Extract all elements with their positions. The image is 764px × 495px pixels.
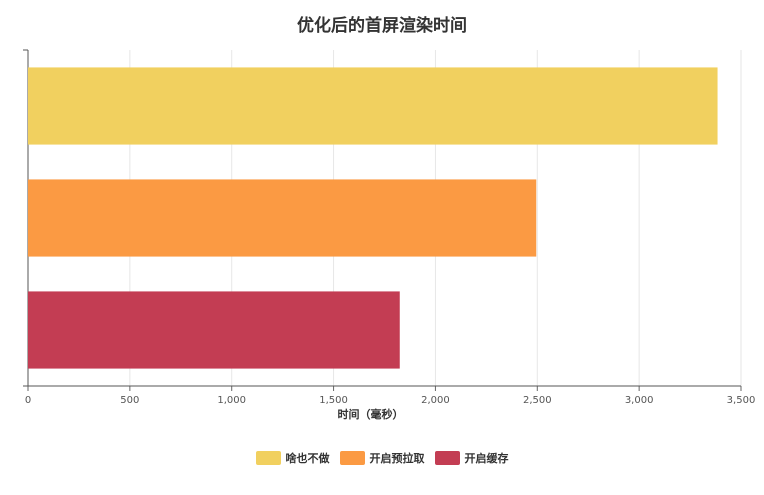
legend-label: 开启缓存 xyxy=(464,452,509,465)
bar xyxy=(28,291,400,369)
legend-item[interactable]: 啥也不做 xyxy=(255,450,330,466)
bar xyxy=(28,67,718,145)
legend: 啥也不做 开启预拉取 开启缓存 xyxy=(0,450,764,466)
chart-title: 优化后的首屏渲染时间 xyxy=(297,16,467,36)
legend-item[interactable]: 开启缓存 xyxy=(434,450,509,466)
x-tick-label: 500 xyxy=(120,395,139,406)
x-tick-label: 1,500 xyxy=(319,395,348,406)
legend-swatch xyxy=(339,451,365,465)
legend-label: 啥也不做 xyxy=(285,452,330,465)
x-axis-title: 时间（毫秒） xyxy=(338,407,404,421)
x-tick-label: 2,500 xyxy=(523,395,552,406)
x-tick-label: 1,000 xyxy=(217,395,246,406)
bar xyxy=(28,179,537,257)
legend-label: 开启预拉取 xyxy=(369,452,425,465)
x-tick-label: 2,000 xyxy=(421,395,450,406)
legend-item[interactable]: 开启预拉取 xyxy=(339,450,425,466)
x-tick-label: 0 xyxy=(25,395,31,406)
legend-swatch xyxy=(255,451,281,465)
legend-swatch xyxy=(434,451,460,465)
x-tick-label: 3,500 xyxy=(727,395,756,406)
x-tick-label: 3,000 xyxy=(625,395,654,406)
